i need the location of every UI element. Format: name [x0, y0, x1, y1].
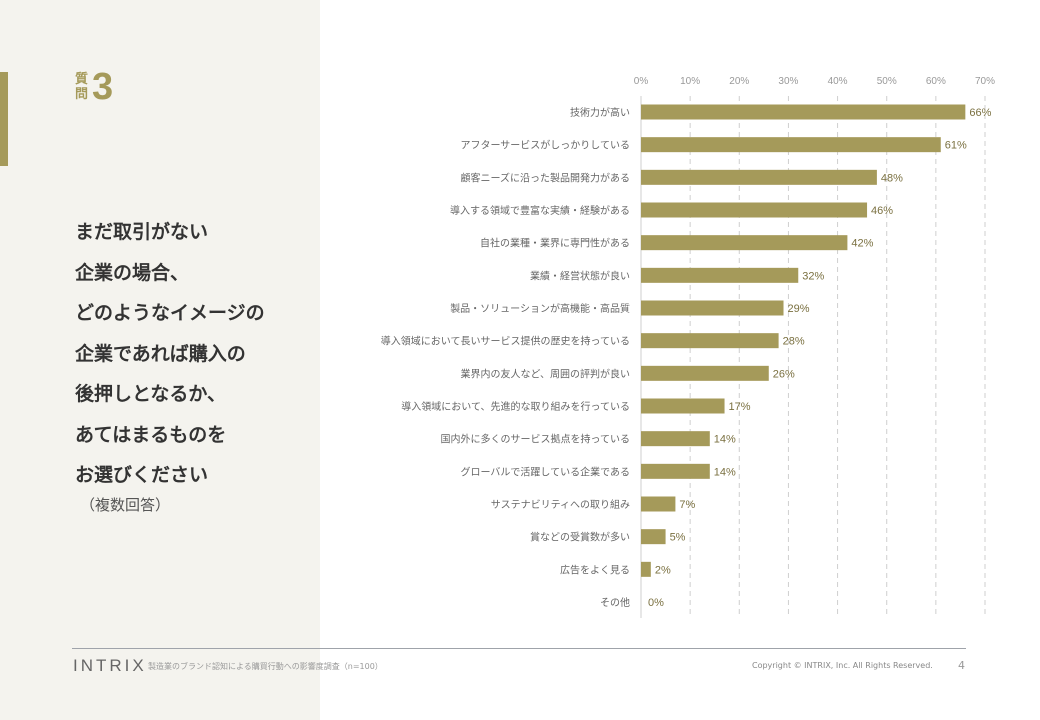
category-label: 技術力が高い [570, 106, 630, 119]
page-number: 4 [958, 659, 965, 672]
accent-bar [0, 72, 8, 166]
bar [641, 463, 710, 479]
data-label: 32% [802, 270, 824, 282]
bar [641, 333, 779, 349]
copyright: Copyright © INTRIX, Inc. All Rights Rese… [752, 661, 933, 670]
bar [641, 267, 799, 283]
question-text: まだ取引がない 企業の場合、 どのようなイメージの 企業であれば購入の 後押しと… [75, 212, 265, 496]
data-label: 26% [773, 368, 795, 380]
data-label: 14% [714, 434, 736, 446]
data-label: 2% [655, 564, 671, 576]
question-line: まだ取引がない [75, 221, 209, 243]
question-line: お選びください [75, 464, 209, 486]
bar [641, 365, 769, 381]
category-label: その他 [600, 596, 630, 609]
data-label: 42% [851, 238, 873, 250]
bar [641, 202, 868, 218]
question-label: 質問 [75, 72, 89, 102]
left-panel [0, 0, 320, 720]
question-line: 企業であれば購入の [75, 342, 246, 365]
category-label: 広告をよく見る [560, 563, 630, 576]
x-tick-label: 50% [877, 76, 897, 87]
data-label: 29% [788, 303, 810, 315]
category-label: 業績・経営状態が良い [530, 269, 630, 282]
question-line: 後押しとなるか、 [75, 383, 227, 405]
data-label: 0% [648, 597, 664, 609]
question-number: 3 [92, 66, 114, 108]
data-label: 5% [670, 532, 686, 544]
footer-divider [72, 648, 966, 649]
bar [641, 137, 941, 153]
survey-title: 製造業のブランド認知による購買行動への影響度調査（n=100） [148, 662, 383, 671]
x-tick-label: 20% [729, 76, 749, 87]
data-label: 17% [729, 401, 751, 413]
data-label: 28% [783, 336, 805, 348]
bar [641, 529, 666, 545]
bar [641, 561, 651, 577]
category-label: 導入する領域で豊富な実績・経験がある [450, 204, 630, 217]
category-label: 業界内の友人など、周囲の評判が良い [461, 367, 631, 380]
x-tick-label: 60% [926, 76, 946, 87]
category-label: グローバルで活躍している企業である [461, 465, 631, 478]
data-label: 46% [871, 205, 893, 217]
bar-chart: 0% 10% 20% 30% 40% 50% 60% 70% 技術力が高い 66% アフターサービス… [381, 76, 995, 618]
category-label: 自社の業種・業界に専門性がある [480, 237, 630, 250]
bar [641, 104, 966, 120]
question-line: どのようなイメージの [75, 302, 265, 324]
bar [641, 496, 676, 512]
bar [641, 431, 710, 447]
data-label: 7% [679, 499, 695, 511]
bar [641, 300, 784, 316]
category-label: 国内外に多くのサービス拠点を持っている [441, 433, 631, 446]
x-tick-label: 10% [680, 76, 700, 87]
x-tick-label: 40% [828, 76, 848, 87]
data-label: 61% [945, 140, 967, 152]
data-label: 48% [881, 172, 903, 184]
category-label: アフターサービスがしっかりしている [461, 139, 631, 152]
question-note: （複数回答） [80, 496, 171, 514]
bar [641, 398, 725, 414]
category-label: 賞などの受賞数が多い [530, 531, 630, 544]
intrix-logo: INTRIX [73, 656, 147, 675]
bar [641, 235, 848, 251]
category-label: 顧客ニーズに沿った製品開発力がある [461, 171, 631, 184]
category-label: 導入領域において、先進的な取り組みを行っている [401, 400, 630, 413]
x-tick-label: 70% [975, 76, 995, 87]
data-label: 66% [969, 107, 991, 119]
question-line: 企業の場合、 [75, 261, 190, 284]
category-label: 導入領域において長いサービス提供の歴史を持っている [381, 335, 630, 348]
x-tick-label: 0% [634, 76, 649, 87]
data-label: 14% [714, 466, 736, 478]
bar [641, 169, 877, 185]
x-tick-label: 30% [778, 76, 798, 87]
question-line: あてはまるものを [75, 423, 227, 446]
category-label: 製品・ソリューションが高機能・高品質 [450, 302, 630, 315]
category-label: サステナビリティへの取り組み [491, 498, 630, 511]
